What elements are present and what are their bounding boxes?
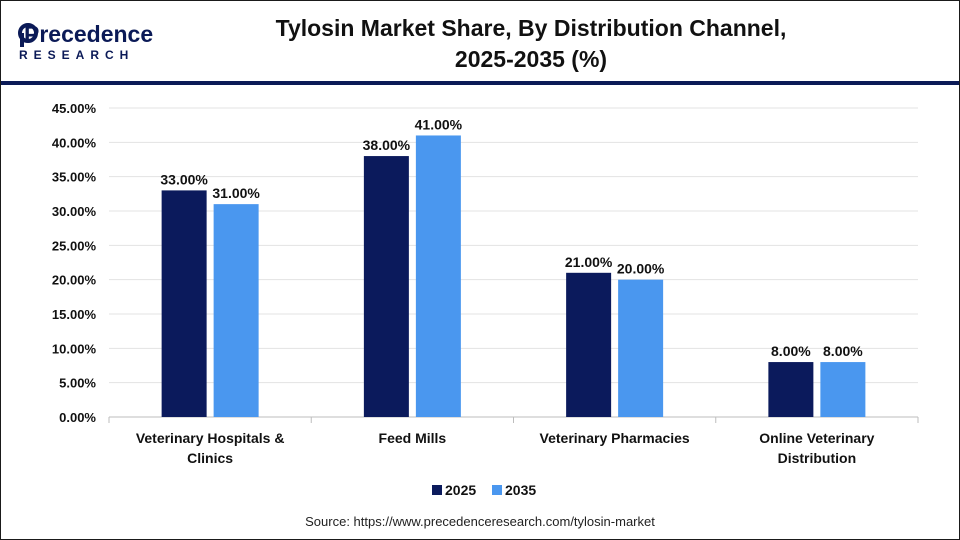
legend-label: 2025: [445, 482, 476, 498]
y-tick-label: 5.00%: [59, 376, 96, 391]
legend-swatch-2035: [492, 485, 502, 495]
logo-sub: RESEARCH: [19, 48, 134, 62]
bar-2025: [566, 272, 612, 417]
header-divider: [1, 81, 959, 85]
x-category-label: Online Veterinary: [759, 430, 874, 446]
legend-label: 2035: [505, 482, 536, 498]
logo: Precedence RESEARCH: [18, 21, 153, 62]
bar-chart: 0.00% 5.00% 10.00% 15.00% 20.00% 25.00% 30.00%…: [52, 101, 919, 498]
bar-2035: [415, 135, 461, 417]
bar-2025: [363, 156, 409, 418]
data-label: 33.00%: [160, 171, 208, 187]
y-tick-label: 0.00%: [59, 410, 96, 425]
bar-2035: [213, 204, 259, 417]
y-tick-label: 30.00%: [52, 204, 97, 219]
data-label: 20.00%: [617, 261, 665, 277]
x-category-label: Feed Mills: [379, 430, 447, 446]
data-label: 21.00%: [565, 254, 613, 270]
y-tick-label: 25.00%: [52, 238, 97, 253]
data-label: 8.00%: [771, 343, 811, 359]
bar-2025: [161, 190, 207, 417]
bar-2035: [618, 279, 664, 417]
x-category-label: Veterinary Pharmacies: [540, 430, 690, 446]
y-tick-label: 35.00%: [52, 170, 97, 185]
source-note: Source: https://www.precedenceresearch.c…: [305, 514, 655, 529]
data-label: 31.00%: [212, 185, 260, 201]
y-tick-label: 20.00%: [52, 273, 97, 288]
logo-word: Precedence: [24, 21, 153, 47]
chart-title: Tylosin Market Share, By Distribution Ch…: [181, 13, 881, 75]
bar-2025: [768, 362, 814, 417]
bar-2035: [820, 362, 866, 417]
x-category-label: Clinics: [187, 450, 233, 466]
x-category-label: Distribution: [778, 450, 857, 466]
legend-swatch-2025: [432, 485, 442, 495]
y-tick-label: 45.00%: [52, 101, 97, 116]
x-category-label: Veterinary Hospitals &: [136, 430, 285, 446]
chart-title-line-2: 2025-2035 (%): [454, 46, 608, 72]
data-label: 41.00%: [415, 116, 463, 132]
logo-mark-stem: [20, 33, 24, 47]
data-label: 8.00%: [823, 343, 863, 359]
chart-title-line-1: Tylosin Market Share, By Distribution Ch…: [275, 15, 787, 41]
y-tick-label: 40.00%: [52, 135, 97, 150]
y-tick-label: 10.00%: [52, 341, 97, 356]
data-label: 38.00%: [363, 137, 411, 153]
y-tick-label: 15.00%: [52, 307, 97, 322]
